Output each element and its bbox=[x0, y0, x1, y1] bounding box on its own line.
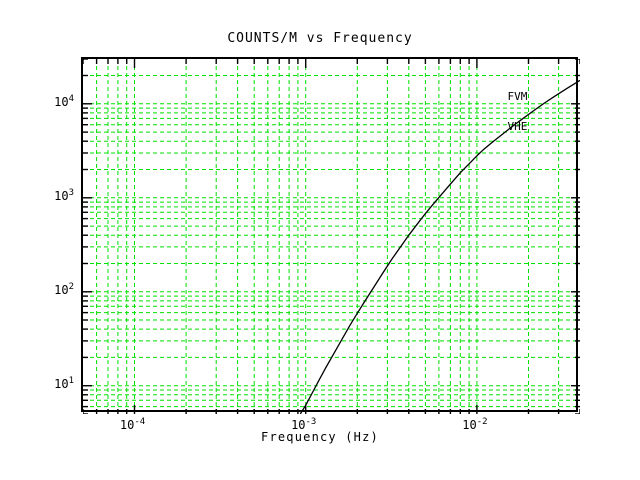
axis-ticks bbox=[83, 59, 580, 414]
series-annotation-line1: FVM bbox=[507, 89, 528, 103]
plot-area bbox=[81, 57, 580, 414]
series-annotation: FVM VHE bbox=[508, 72, 535, 152]
x-tick-label: 10-3 bbox=[291, 417, 317, 433]
y-tick-label: 101 bbox=[54, 375, 74, 391]
x-tick-label: 10-4 bbox=[119, 417, 146, 433]
grid-lines bbox=[83, 59, 580, 414]
x-tick-label: 10-2 bbox=[462, 417, 488, 433]
data-series-curve bbox=[299, 79, 580, 414]
y-tick-label: 102 bbox=[54, 281, 74, 297]
series-annotation-line2: VHE bbox=[507, 119, 528, 133]
y-tick-label: 103 bbox=[54, 187, 74, 203]
x-axis-title: Frequency (Hz) bbox=[261, 430, 379, 444]
chart-title: COUNTS/M vs Frequency bbox=[227, 31, 413, 46]
y-tick-label: 104 bbox=[54, 93, 74, 109]
